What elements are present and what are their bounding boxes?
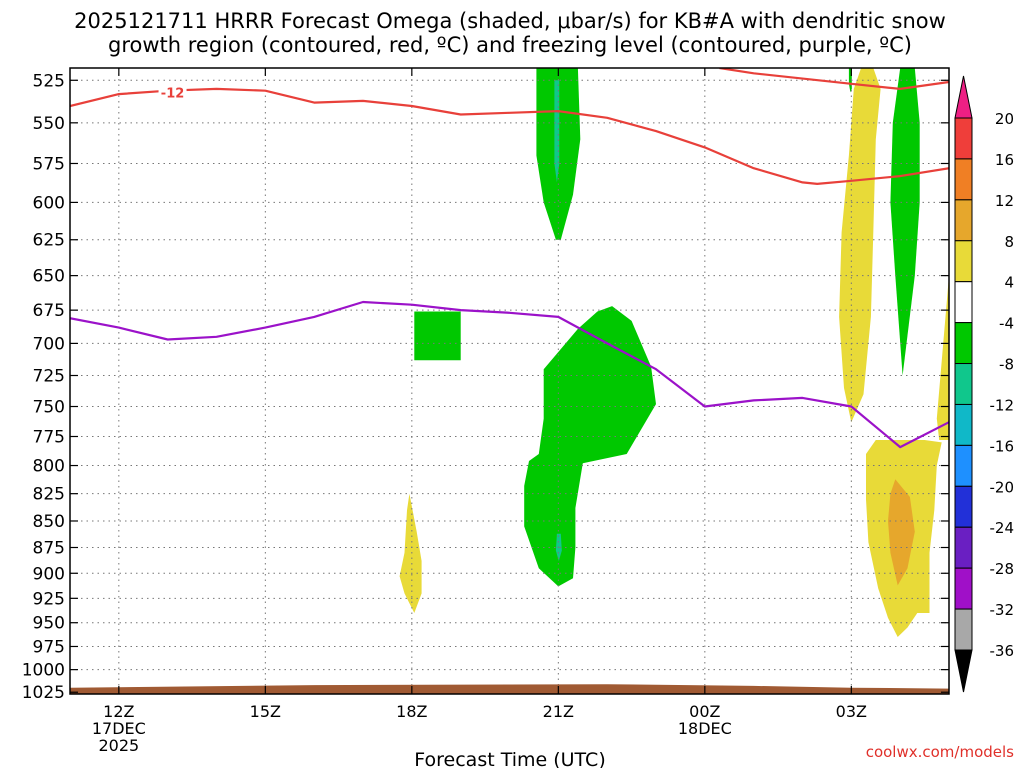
colorbar-segment — [954, 608, 973, 651]
x-tick-label: 00Z — [689, 702, 720, 721]
x-tick-label: 18DEC — [678, 719, 732, 738]
y-tick-label: 1000 — [22, 661, 65, 681]
y-tick-label: 750 — [33, 398, 65, 418]
omega-shade-region-3 — [524, 306, 656, 587]
colorbar-segment — [954, 281, 973, 324]
colorbar-tick-label: -8 — [999, 356, 1014, 374]
colorbar-bottom-arrow — [954, 649, 973, 693]
colorbar-tick-label: -28 — [990, 560, 1015, 578]
y-tick-label: 950 — [33, 614, 65, 634]
colorbar-tick-label: -12 — [990, 396, 1015, 414]
colorbar-top-arrow — [954, 75, 973, 119]
colorbar-segment — [954, 567, 973, 610]
y-tick-label: 650 — [33, 267, 65, 287]
y-tick-label: 525 — [33, 71, 65, 91]
y-tick-label: 875 — [33, 538, 65, 558]
colorbar-segment — [954, 322, 973, 365]
colorbar-segment — [954, 485, 973, 528]
colorbar-tick-label: -24 — [990, 519, 1015, 537]
colorbar-segment — [954, 158, 973, 201]
y-tick-label: 1025 — [22, 683, 65, 703]
colorbar-tick-label: -4 — [999, 315, 1014, 333]
chart-title-line2: growth region (contoured, red, ºC) and f… — [108, 33, 912, 57]
contour-label-bg — [158, 84, 187, 100]
y-tick-label: 725 — [33, 366, 65, 386]
terrain-fill — [70, 684, 949, 694]
plot-frame — [69, 67, 950, 695]
omega-shade-region-10 — [936, 275, 949, 440]
x-tick-label: 2025 — [98, 736, 139, 755]
omega-shade-region-2 — [414, 311, 461, 361]
contour-label: -12 — [161, 86, 185, 101]
colorbar-tick-label: -16 — [990, 437, 1015, 455]
colorbar-tick-label: 16 — [995, 151, 1014, 169]
colorbar-legend: 20 16 12 8 4 -4 -8 -12 -16 -20 -24 -28 -32 -36 — [954, 75, 1015, 693]
chart-title-line1: 2025121711 HRRR Forecast Omega (shaded, … — [74, 9, 946, 33]
y-tick-label: 900 — [33, 564, 65, 584]
colorbar-segment — [954, 117, 973, 160]
colorbar-segment — [954, 199, 973, 242]
y-tick-label: 825 — [33, 485, 65, 505]
colorbar-segment — [954, 363, 973, 405]
plot-inner: -12 — [70, 68, 949, 694]
y-tick-label: 550 — [33, 114, 65, 134]
x-axis-label: Forecast Time (UTC) — [414, 749, 605, 768]
x-tick-label: 03Z — [836, 702, 867, 721]
y-tick-label: 925 — [33, 589, 65, 609]
colorbar-tick-label: 12 — [995, 192, 1014, 210]
y-tick-label: 850 — [33, 512, 65, 532]
dendritic-contour-line — [70, 87, 949, 185]
colorbar-tick-label: -36 — [990, 642, 1015, 660]
x-tick-label: 12Z — [103, 702, 134, 721]
y-tick-label: 675 — [33, 301, 65, 321]
omega-shade-region-4 — [555, 533, 562, 561]
colorbar-segment — [954, 403, 973, 446]
x-tick-label: 17DEC — [92, 719, 146, 738]
omega-shade-region-9 — [888, 479, 915, 586]
freezing-level-line — [70, 300, 949, 449]
colorbar-tick-label: 8 — [1004, 233, 1014, 251]
omega-shade-region-6 — [839, 68, 881, 423]
omega-shade-region-11 — [399, 493, 422, 613]
y-tick-label: 800 — [33, 457, 65, 477]
y-tick-label: 600 — [33, 193, 65, 213]
colorbar-segment — [954, 444, 973, 487]
x-tick-label: 18Z — [396, 702, 427, 721]
y-axis: 525 550 575 600 625 650 675 700 725 750 775 800 825 8… — [22, 71, 949, 703]
x-tick-label: 21Z — [543, 702, 574, 721]
colorbar-segment — [954, 240, 973, 283]
y-tick-label: 700 — [33, 334, 65, 354]
plot-area: -12 — [69, 67, 950, 695]
y-tick-label: 775 — [33, 427, 65, 447]
site-credit: coolwx.com/models — [866, 743, 1014, 761]
dendritic-contour-line-upper — [719, 68, 949, 90]
omega-shade-region-7 — [890, 68, 920, 376]
y-tick-label: 575 — [33, 154, 65, 174]
y-tick-label: 625 — [33, 231, 65, 251]
colorbar-tick-label: -20 — [990, 478, 1015, 496]
colorbar-segment — [954, 526, 973, 569]
colorbar-tick-label: -32 — [990, 601, 1015, 619]
y-tick-label: 975 — [33, 637, 65, 657]
colorbar-tick-label: 20 — [995, 110, 1014, 128]
colorbar-tick-label: 4 — [1004, 274, 1014, 292]
x-tick-label: 15Z — [250, 702, 281, 721]
